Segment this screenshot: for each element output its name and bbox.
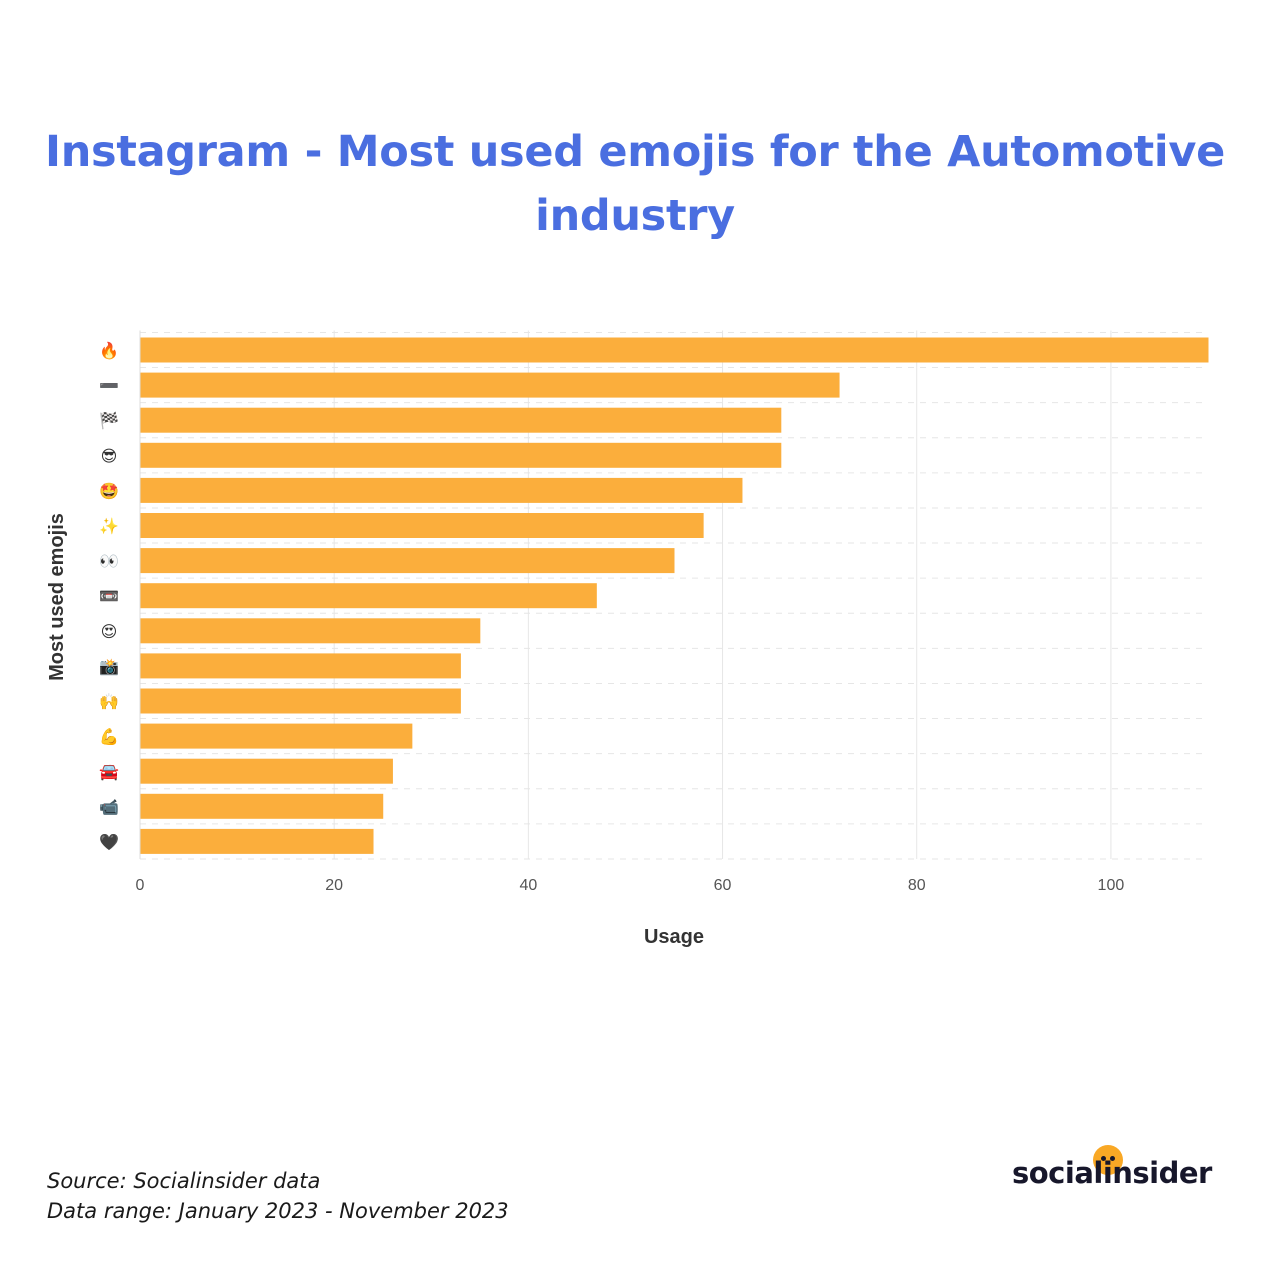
chart-title: Instagram - Most used emojis for the Aut… (0, 120, 1270, 248)
bar-heart-eyes-emoji (140, 618, 481, 644)
chart-title-line-2: industry (535, 191, 735, 241)
y-tick-label-raising-hands-emoji: 🙌 (99, 692, 119, 711)
source-note: Source: Socialinsider data (47, 1169, 321, 1193)
bar-fire-emoji (140, 337, 1209, 363)
y-tick-label-camera-flash-emoji: 📸 (99, 657, 119, 676)
bar-sunglasses-face-emoji (140, 442, 782, 468)
y-axis-title: Most used emojis (46, 513, 68, 681)
logo-wordmark: socialinsider (1012, 1156, 1212, 1190)
x-tick-label-20: 20 (325, 877, 343, 894)
x-tick-labels: 0 20 40 60 80 100 (136, 877, 1125, 894)
y-tick-label-minus-emoji: ➖ (99, 376, 119, 395)
y-tick-label-flexed-biceps-emoji: 💪 (99, 727, 119, 746)
bar-oncoming-car-emoji (140, 758, 393, 784)
y-tick-label-star-struck-emoji: 🤩 (99, 481, 119, 500)
data-range-note: Data range: January 2023 - November 2023 (47, 1199, 509, 1223)
bar-star-struck-emoji (140, 477, 743, 503)
x-tick-label-100: 100 (1098, 877, 1125, 894)
y-tick-label-checkered-flag-emoji: 🏁 (99, 411, 119, 430)
bar-raising-hands-emoji (140, 688, 461, 714)
y-tick-label-black-heart-emoji: 🖤 (99, 832, 119, 851)
bar-sparkles-emoji (140, 513, 704, 538)
y-tick-labels: 🔥 ➖ 🏁 😎 🤩 ✨ 👀 📼 😍 📸 🙌 💪 🚘 📹 🖤 (99, 341, 119, 851)
logo-face-icon (1093, 1145, 1123, 1175)
chart-title-line-1: Instagram - Most used emojis for the Aut… (45, 127, 1225, 177)
bar-checkered-flag-emoji (140, 407, 782, 433)
x-axis-title: Usage (644, 926, 704, 948)
y-tick-label-videocassette-emoji: 📼 (99, 587, 119, 606)
bar-black-heart-emoji (140, 828, 374, 854)
grid-lines (139, 330, 1208, 860)
y-tick-label-sunglasses-face-emoji: 😎 (101, 446, 118, 465)
y-tick-label-fire-emoji: 🔥 (99, 341, 119, 360)
y-tick-label-video-camera-emoji: 📹 (99, 797, 119, 816)
y-tick-label-oncoming-car-emoji: 🚘 (99, 762, 119, 781)
x-tick-label-40: 40 (519, 877, 537, 894)
y-tick-label-sparkles-emoji: ✨ (99, 517, 119, 536)
x-tick-label-0: 0 (136, 877, 145, 894)
x-tick-label-80: 80 (908, 877, 926, 894)
x-tick-label-60: 60 (714, 877, 732, 894)
logo-eye-right (1110, 1156, 1115, 1161)
footer: Source: Socialinsider data Data range: J… (47, 1166, 509, 1226)
bar-flexed-biceps-emoji (140, 723, 413, 749)
bars (140, 337, 1209, 854)
bar-chart: 🔥 ➖ 🏁 😎 🤩 ✨ 👀 📼 😍 📸 🙌 💪 🚘 📹 🖤 0 20 40 60 80 100 Usage Most … (46, 330, 1209, 948)
logo-eye-left (1101, 1156, 1106, 1161)
bar-minus-emoji (140, 372, 840, 398)
y-tick-label-eyes-emoji: 👀 (99, 552, 119, 571)
bar-videocassette-emoji (140, 583, 597, 609)
bar-video-camera-emoji (140, 793, 384, 819)
socialinsider-logo: socialinsider (1012, 1144, 1222, 1194)
bar-eyes-emoji (140, 548, 675, 574)
y-tick-label-heart-eyes-emoji: 😍 (101, 622, 118, 641)
bar-camera-flash-emoji (140, 653, 461, 679)
